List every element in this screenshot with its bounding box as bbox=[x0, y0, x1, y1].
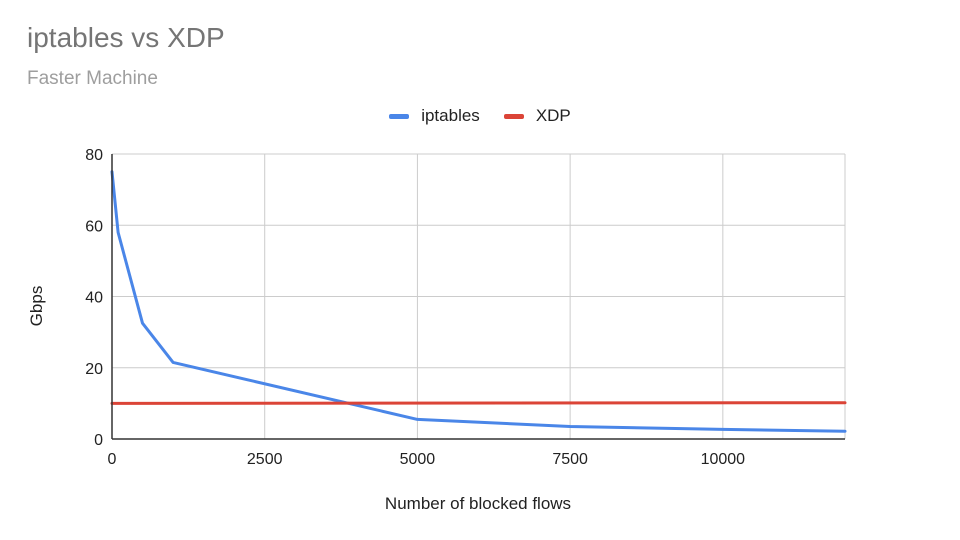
x-axis-label: Number of blocked flows bbox=[385, 494, 571, 513]
x-tick-label: 5000 bbox=[400, 451, 436, 468]
x-tick-labels: 0 2500 5000 7500 10000 bbox=[108, 451, 746, 468]
series-line-xdp[interactable] bbox=[110, 401, 847, 405]
legend-swatch-iptables bbox=[389, 113, 410, 119]
legend-label-iptables: iptables bbox=[421, 106, 480, 125]
y-tick-label: 40 bbox=[85, 290, 103, 307]
legend-item-xdp[interactable]: XDP bbox=[503, 106, 571, 126]
y-tick-labels: 0 20 40 60 80 bbox=[85, 147, 103, 449]
chart-title: iptables vs XDP bbox=[27, 22, 225, 53]
x-tick-label: 0 bbox=[108, 451, 117, 468]
x-tick-label: 10000 bbox=[701, 451, 746, 468]
y-axis-label: Gbps bbox=[27, 286, 46, 327]
x-tick-label: 7500 bbox=[552, 451, 588, 468]
x-tick-label: 2500 bbox=[247, 451, 283, 468]
y-tick-label: 20 bbox=[85, 361, 103, 378]
y-tick-label: 0 bbox=[94, 432, 103, 449]
y-tick-label: 60 bbox=[85, 218, 103, 235]
legend-label-xdp: XDP bbox=[535, 106, 571, 125]
chart-subtitle: Faster Machine bbox=[27, 68, 158, 89]
legend-swatch-xdp bbox=[503, 113, 524, 119]
series-lines bbox=[110, 170, 847, 433]
legend-item-iptables[interactable]: iptables bbox=[389, 106, 480, 126]
y-tick-label: 80 bbox=[85, 147, 103, 164]
series-line-iptables[interactable] bbox=[110, 170, 847, 433]
grid bbox=[112, 153, 846, 439]
legend: iptables XDP bbox=[0, 106, 960, 126]
